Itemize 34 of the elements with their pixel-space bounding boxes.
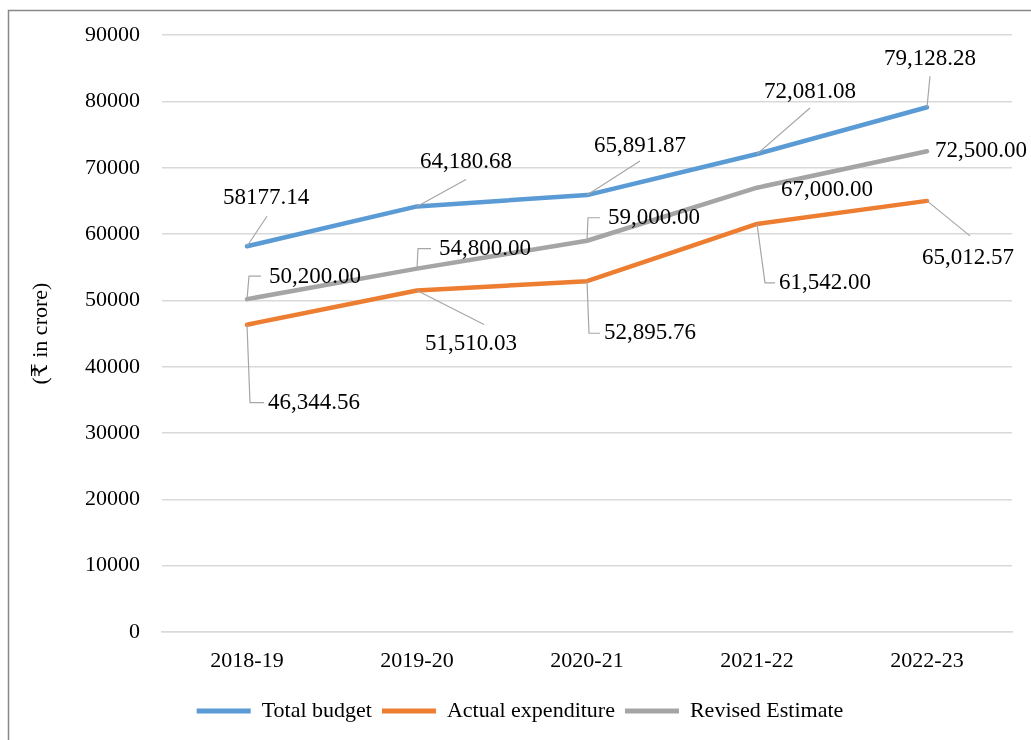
data-label: 72,081.08 xyxy=(764,78,856,104)
y-tick-label: 10000 xyxy=(85,551,140,577)
data-label: 64,180.68 xyxy=(420,148,512,174)
data-label: 50,200.00 xyxy=(269,263,361,289)
data-label: 59,000.00 xyxy=(608,203,700,229)
legend-label: Revised Estimate xyxy=(689,696,844,722)
data-label: 54,800.00 xyxy=(439,234,531,260)
data-label: 61,542.00 xyxy=(779,268,871,294)
data-label: 52,895.76 xyxy=(604,319,696,345)
x-tick-label: 2018-19 xyxy=(210,646,284,672)
y-tick-label: 60000 xyxy=(85,219,140,245)
y-tick-label: 50000 xyxy=(85,286,140,312)
y-tick-label: 20000 xyxy=(85,485,140,511)
legend-label: Actual expenditure xyxy=(446,696,615,722)
data-label: 79,128.28 xyxy=(884,45,976,71)
y-tick-label: 0 xyxy=(129,617,140,643)
data-label: 46,344.56 xyxy=(268,388,360,414)
y-tick-label: 40000 xyxy=(85,352,140,378)
x-tick-label: 2022-23 xyxy=(890,646,964,672)
data-label: 67,000.00 xyxy=(781,175,873,201)
data-label: 65,012.57 xyxy=(922,243,1014,269)
y-tick-label: 80000 xyxy=(85,87,140,113)
data-label: 58177.14 xyxy=(222,184,310,210)
y-tick-label: 30000 xyxy=(85,418,140,444)
y-tick-label: 70000 xyxy=(85,153,140,179)
x-tick-label: 2021-22 xyxy=(720,646,794,672)
y-tick-label: 90000 xyxy=(85,20,140,46)
x-tick-label: 2019-20 xyxy=(380,646,454,672)
data-label: 65,891.87 xyxy=(594,132,686,158)
x-tick-label: 2020-21 xyxy=(550,646,624,672)
data-label: 51,510.03 xyxy=(425,330,517,356)
y-axis-title: (₹ in crore) xyxy=(26,282,52,385)
data-label: 72,500.00 xyxy=(935,137,1027,163)
legend-label: Total budget xyxy=(261,696,372,722)
